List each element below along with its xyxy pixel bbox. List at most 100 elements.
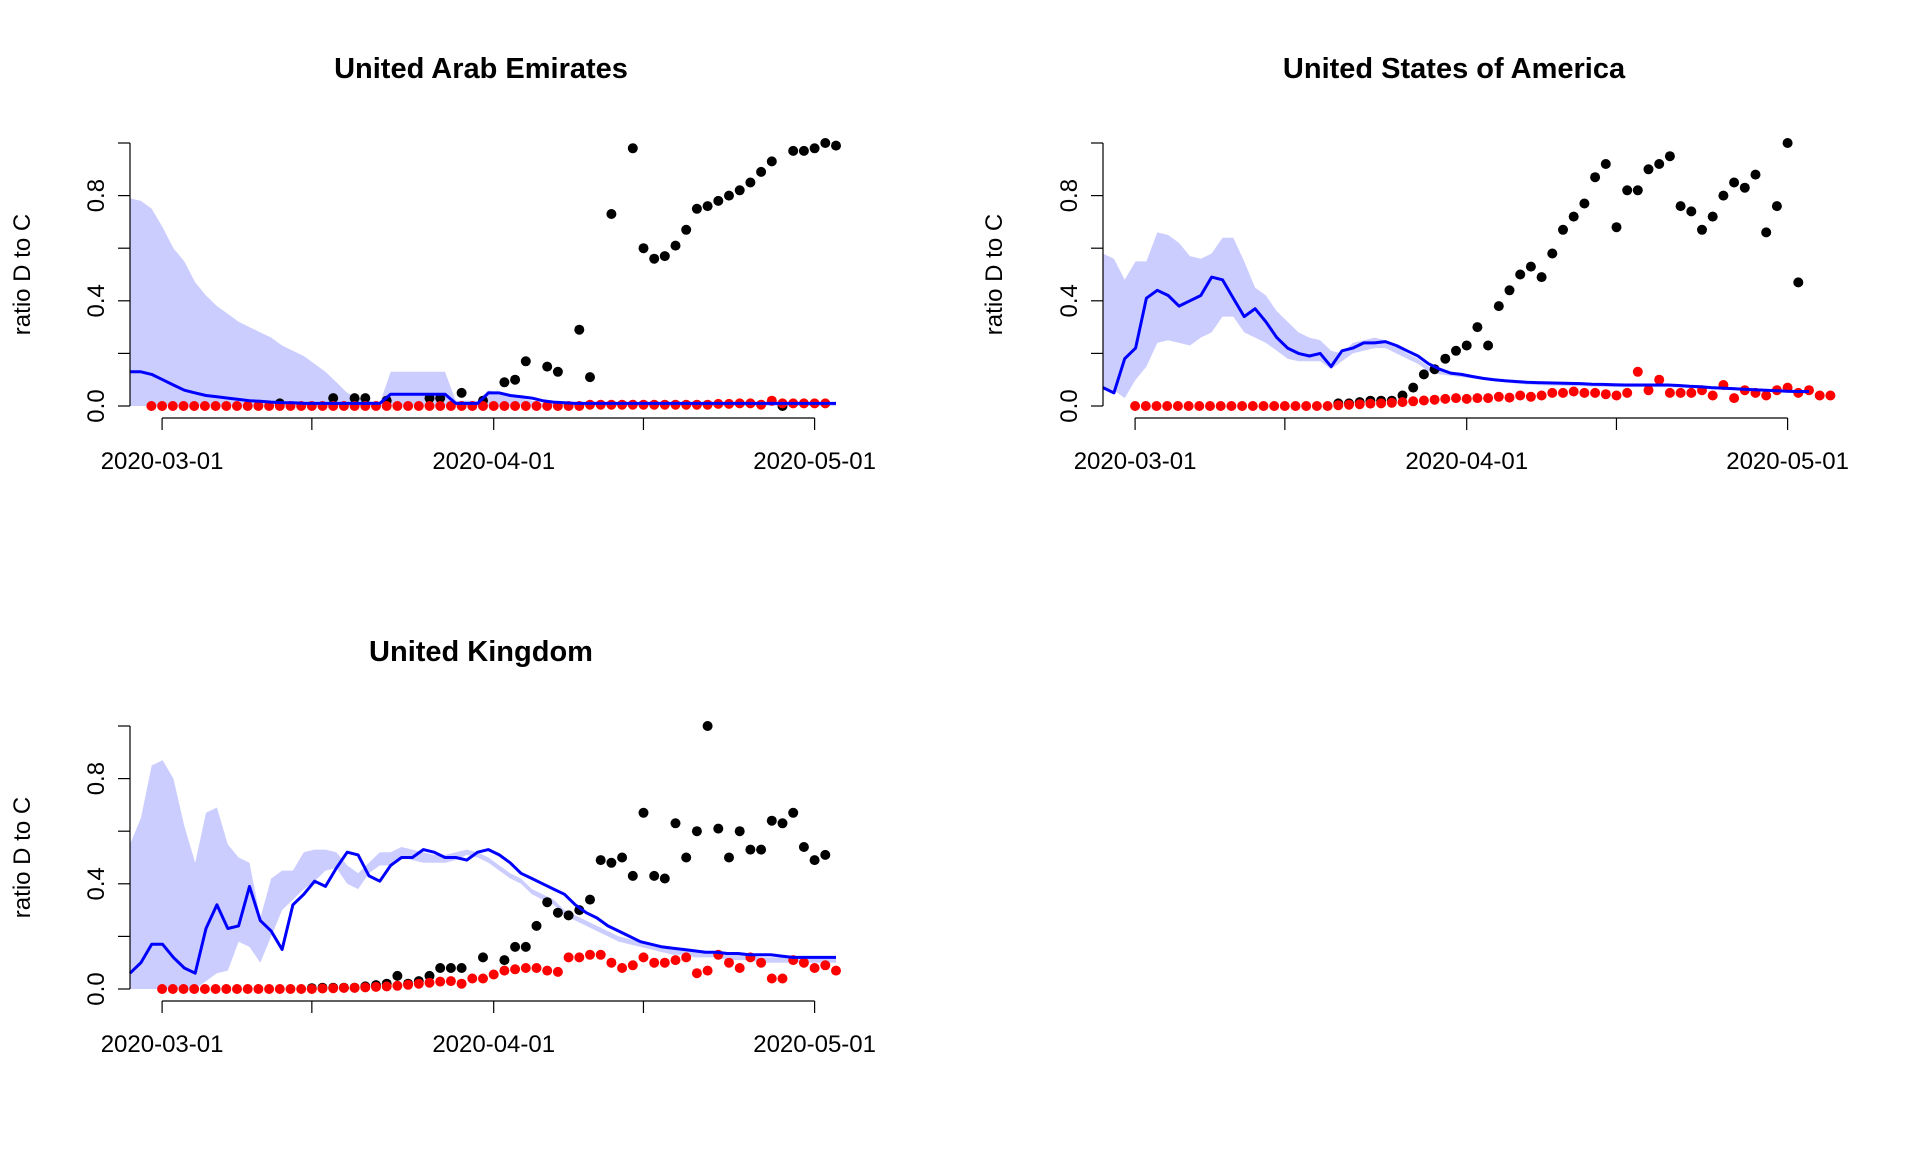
black-data-point bbox=[788, 145, 799, 156]
red-data-point bbox=[1247, 401, 1258, 411]
x-tick-label: 2020-03-01 bbox=[101, 448, 224, 475]
y-tick-label: 0.0 bbox=[83, 972, 110, 1005]
black-data-point bbox=[606, 857, 617, 868]
red-data-point bbox=[1504, 392, 1515, 403]
black-data-point bbox=[820, 849, 831, 860]
black-data-point bbox=[638, 807, 649, 818]
black-data-point bbox=[1761, 227, 1772, 238]
red-data-point bbox=[413, 401, 424, 411]
y-axis-label: ratio D to C bbox=[9, 214, 36, 335]
red-data-point bbox=[1611, 390, 1622, 401]
red-data-point bbox=[1707, 390, 1718, 401]
red-data-point bbox=[242, 984, 253, 994]
red-data-point bbox=[1279, 401, 1290, 411]
black-data-point bbox=[478, 952, 488, 963]
fitted-line bbox=[1102, 275, 1809, 395]
red-data-point bbox=[242, 401, 253, 411]
red-data-point bbox=[478, 401, 488, 411]
red-data-point bbox=[617, 963, 628, 973]
red-data-point bbox=[542, 965, 553, 976]
red-data-point bbox=[1451, 393, 1461, 404]
red-data-point bbox=[1269, 401, 1280, 411]
black-data-point bbox=[1483, 340, 1494, 351]
red-data-point bbox=[1579, 387, 1590, 398]
red-data-point bbox=[563, 952, 574, 963]
red-data-point bbox=[766, 973, 777, 984]
black-data-point bbox=[1493, 301, 1504, 312]
black-data-point bbox=[691, 203, 702, 214]
black-data-point bbox=[456, 387, 467, 398]
red-data-point bbox=[1172, 401, 1183, 411]
panel-united-states-of-america: United States of America ratio D to C 0.0 0… bbox=[981, 53, 1849, 475]
red-data-point bbox=[210, 401, 221, 411]
red-data-point bbox=[178, 401, 189, 411]
black-data-point bbox=[1558, 224, 1568, 235]
red-data-point bbox=[809, 963, 820, 973]
black-data-point bbox=[617, 852, 628, 863]
black-data-point bbox=[659, 873, 670, 884]
red-data-point bbox=[392, 401, 403, 411]
red-data-point bbox=[542, 401, 553, 411]
red-data-point bbox=[1440, 393, 1451, 404]
red-data-point bbox=[1376, 398, 1387, 409]
black-data-point bbox=[713, 823, 724, 834]
black-data-point bbox=[1686, 206, 1697, 217]
red-data-point bbox=[167, 401, 178, 411]
black-data-point bbox=[1793, 277, 1804, 288]
black-data-point bbox=[1579, 198, 1590, 209]
red-data-point bbox=[1386, 397, 1397, 408]
red-data-point bbox=[210, 984, 221, 994]
red-data-point bbox=[659, 957, 670, 968]
red-data-point bbox=[349, 982, 360, 993]
black-data-point bbox=[1590, 172, 1601, 183]
black-data-point bbox=[1622, 185, 1633, 196]
red-data-point bbox=[1622, 387, 1633, 398]
black-data-point bbox=[520, 941, 531, 952]
red-data-point bbox=[1461, 393, 1472, 404]
red-data-point bbox=[371, 981, 381, 992]
black-data-point bbox=[1504, 285, 1515, 296]
red-data-point bbox=[1215, 401, 1226, 411]
black-data-point bbox=[766, 815, 777, 826]
red-data-point bbox=[649, 957, 660, 968]
red-data-point bbox=[1418, 395, 1429, 406]
red-data-point bbox=[1408, 396, 1419, 407]
red-data-point bbox=[520, 963, 531, 973]
red-data-point bbox=[1354, 399, 1365, 410]
red-data-point bbox=[681, 952, 692, 963]
black-data-point bbox=[1536, 272, 1547, 283]
red-data-point bbox=[467, 973, 478, 984]
red-data-point bbox=[199, 401, 210, 411]
black-data-point bbox=[627, 870, 638, 881]
red-data-point bbox=[488, 401, 499, 411]
chart-title: United States of America bbox=[1283, 53, 1626, 85]
red-data-point bbox=[1194, 401, 1205, 411]
black-data-point bbox=[627, 143, 638, 154]
chart-title: United Arab Emirates bbox=[334, 53, 628, 85]
red-data-point bbox=[1258, 401, 1269, 411]
red-data-point bbox=[199, 984, 210, 994]
black-data-point bbox=[1675, 201, 1686, 212]
black-data-point bbox=[585, 372, 595, 383]
red-data-point bbox=[1290, 401, 1301, 411]
red-data-point bbox=[1632, 366, 1643, 377]
red-data-point bbox=[403, 979, 414, 990]
black-data-point bbox=[713, 195, 724, 206]
black-data-point bbox=[638, 243, 649, 254]
black-data-point bbox=[574, 324, 585, 335]
red-data-point bbox=[232, 984, 242, 994]
red-data-point bbox=[435, 976, 446, 987]
red-data-point bbox=[798, 957, 809, 968]
black-data-point bbox=[520, 356, 531, 367]
red-data-point bbox=[1483, 393, 1494, 404]
red-data-point bbox=[1654, 374, 1665, 385]
black-data-point bbox=[1472, 322, 1483, 333]
black-data-point bbox=[756, 166, 767, 177]
black-data-point bbox=[1408, 382, 1419, 393]
red-data-point bbox=[167, 984, 178, 994]
red-data-point bbox=[499, 965, 510, 976]
red-data-point bbox=[510, 401, 521, 411]
red-data-point bbox=[338, 982, 349, 993]
red-data-point bbox=[1729, 393, 1740, 404]
red-data-point bbox=[734, 963, 745, 973]
